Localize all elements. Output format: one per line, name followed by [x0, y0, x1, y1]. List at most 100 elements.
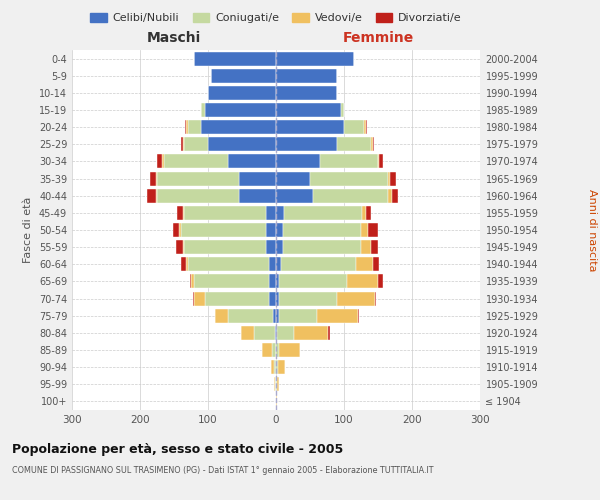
Bar [276, 138, 337, 151]
Bar [266, 223, 276, 237]
Text: Popolazione per età, sesso e stato civile - 2005: Popolazione per età, sesso e stato civil… [12, 442, 343, 456]
Bar [269, 274, 276, 288]
Bar [366, 120, 367, 134]
Bar [184, 240, 266, 254]
Bar [364, 120, 366, 134]
Bar [183, 206, 184, 220]
Bar [239, 188, 276, 202]
Text: COMUNE DI PASSIGNANO SUL TRASIMENO (PG) - Dati ISTAT 1° gennaio 2005 - Elaborazi: COMUNE DI PASSIGNANO SUL TRASIMENO (PG) … [12, 466, 433, 475]
Bar [276, 206, 284, 220]
Bar [320, 154, 378, 168]
Bar [284, 206, 362, 220]
Bar [155, 188, 157, 202]
Bar [275, 326, 276, 340]
Bar [181, 223, 266, 237]
Bar [275, 378, 276, 392]
Bar [201, 103, 205, 117]
Bar [266, 206, 276, 220]
Bar [274, 378, 275, 392]
Bar [241, 326, 254, 340]
Bar [283, 223, 361, 237]
Bar [378, 274, 383, 288]
Bar [317, 308, 358, 322]
Bar [184, 206, 266, 220]
Bar [276, 274, 280, 288]
Bar [378, 154, 379, 168]
Bar [373, 258, 379, 272]
Bar [183, 138, 184, 151]
Bar [362, 206, 366, 220]
Bar [310, 172, 388, 185]
Bar [280, 274, 347, 288]
Bar [280, 343, 300, 357]
Legend: Celibi/Nubili, Coniugati/e, Vedovi/e, Divorziati/e: Celibi/Nubili, Coniugati/e, Vedovi/e, Di… [86, 8, 466, 28]
Bar [276, 343, 280, 357]
Bar [328, 326, 330, 340]
Bar [179, 223, 181, 237]
Bar [188, 120, 201, 134]
Bar [181, 138, 183, 151]
Bar [272, 308, 276, 322]
Bar [271, 360, 274, 374]
Bar [190, 274, 191, 288]
Bar [205, 103, 276, 117]
Bar [356, 258, 373, 272]
Bar [184, 138, 208, 151]
Bar [178, 206, 183, 220]
Bar [276, 394, 277, 408]
Bar [186, 258, 188, 272]
Bar [208, 86, 276, 100]
Bar [229, 154, 276, 168]
Bar [266, 240, 276, 254]
Bar [164, 154, 229, 168]
Bar [183, 240, 184, 254]
Bar [337, 292, 374, 306]
Bar [281, 258, 356, 272]
Bar [276, 120, 344, 134]
Bar [157, 154, 163, 168]
Bar [186, 120, 188, 134]
Bar [278, 360, 285, 374]
Bar [341, 103, 344, 117]
Bar [368, 223, 378, 237]
Bar [392, 188, 398, 202]
Bar [388, 188, 392, 202]
Bar [361, 240, 371, 254]
Bar [173, 223, 179, 237]
Bar [157, 172, 239, 185]
Bar [185, 120, 186, 134]
Bar [276, 103, 341, 117]
Bar [276, 258, 281, 272]
Bar [371, 240, 378, 254]
Bar [313, 188, 388, 202]
Y-axis label: Fasce di età: Fasce di età [23, 197, 33, 263]
Bar [276, 240, 283, 254]
Bar [277, 378, 279, 392]
Bar [276, 86, 337, 100]
Bar [229, 308, 272, 322]
Bar [371, 138, 373, 151]
Bar [276, 378, 277, 392]
Bar [269, 258, 276, 272]
Bar [262, 343, 272, 357]
Bar [373, 138, 374, 151]
Bar [155, 172, 157, 185]
Bar [280, 292, 337, 306]
Bar [361, 223, 368, 237]
Bar [215, 308, 229, 322]
Bar [194, 274, 269, 288]
Text: Anni di nascita: Anni di nascita [587, 188, 597, 271]
Bar [274, 360, 276, 374]
Bar [366, 206, 371, 220]
Bar [295, 326, 328, 340]
Bar [163, 154, 164, 168]
Bar [379, 154, 383, 168]
Bar [276, 308, 280, 322]
Bar [347, 274, 378, 288]
Text: Femmine: Femmine [343, 31, 413, 45]
Bar [276, 52, 354, 66]
Bar [276, 292, 280, 306]
Bar [276, 188, 313, 202]
Bar [205, 292, 269, 306]
Bar [337, 138, 371, 151]
